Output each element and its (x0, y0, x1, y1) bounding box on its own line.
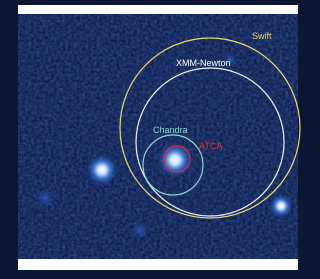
source (86, 154, 118, 186)
atca-label: ATCA (199, 141, 222, 151)
chandra-label: Chandra (153, 125, 188, 135)
source (35, 188, 55, 208)
xmm-label: XMM-Newton (176, 58, 231, 68)
page: {"annotations": [ {"label": "Swift"}, {"… (0, 0, 307, 279)
swift-label: Swift (252, 31, 272, 41)
source (157, 142, 193, 178)
sky-image-figure: Swift XMM-Newton Chandra ATCA (0, 0, 307, 279)
source (269, 194, 293, 218)
source (131, 221, 149, 239)
